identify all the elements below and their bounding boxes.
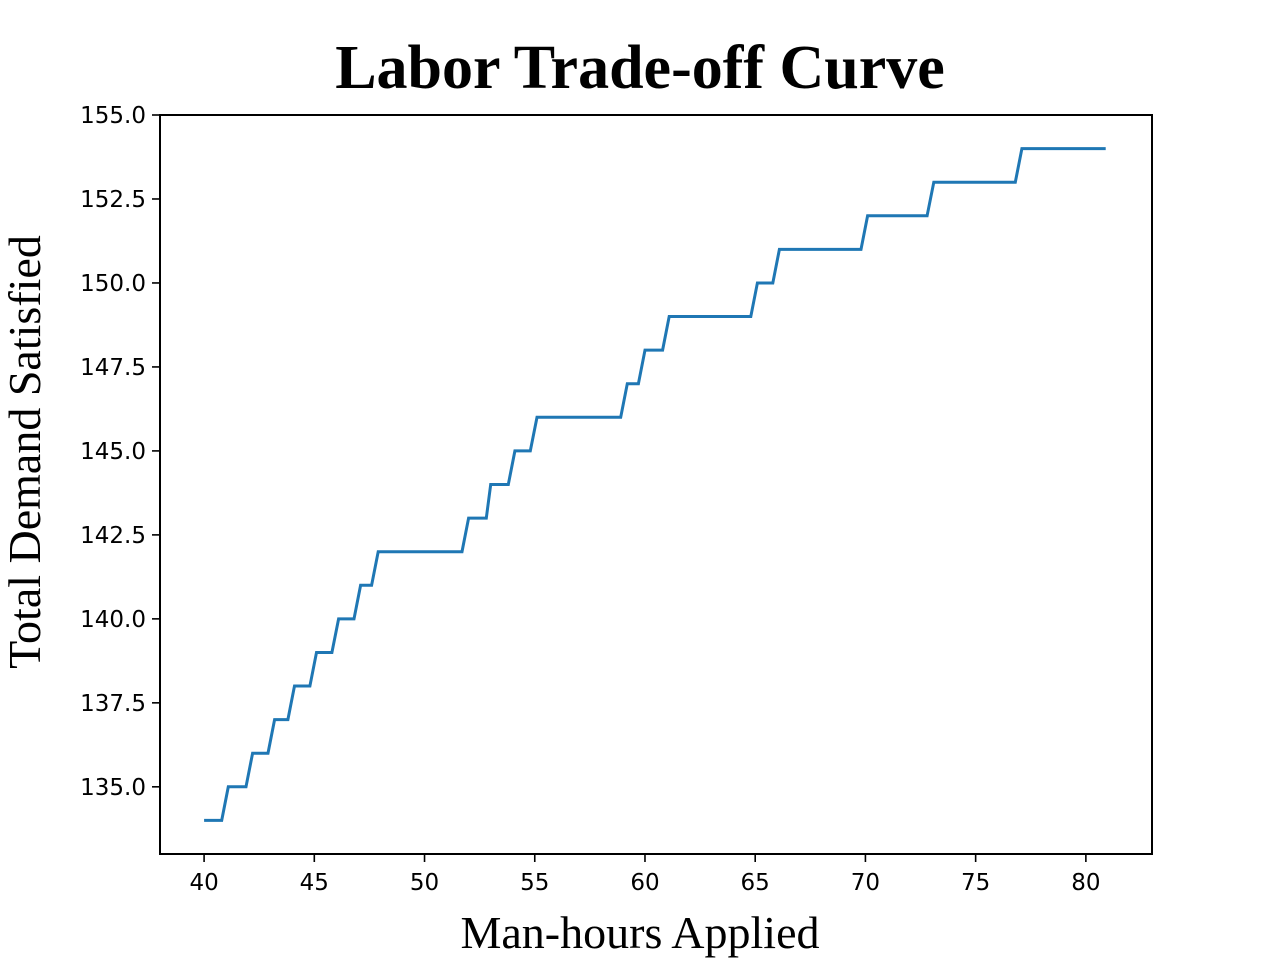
x-tick-label: 45 [300,870,329,896]
x-tick-label: 70 [851,870,880,896]
x-tick-label: 50 [410,870,439,896]
y-tick-label: 147.5 [80,355,146,381]
x-tick-label: 65 [741,870,770,896]
y-tick-label: 137.5 [80,691,146,717]
y-tick-label: 145.0 [80,439,146,465]
x-axis-label: Man-hours Applied [460,907,819,958]
y-tick-label: 142.5 [80,523,146,549]
x-tick-label: 40 [189,870,218,896]
x-tick-label: 60 [630,870,659,896]
y-axis: 135.0 137.5 140.0 142.5 145.0 147.5 150.0 152.5… [80,103,160,801]
x-tick-label: 55 [520,870,549,896]
x-axis: 40 45 50 55 60 65 70 75 80 [189,854,1101,896]
x-tick-label: 75 [961,870,990,896]
y-tick-label: 135.0 [80,775,146,801]
y-tick-label: 150.0 [80,271,146,297]
plot-frame [159,114,1153,855]
y-tick-label: 140.0 [80,607,146,633]
chart-title: Labor Trade-off Curve [335,34,945,102]
y-tick-label: 152.5 [80,187,146,213]
plot-area [204,147,1106,822]
y-tick-label: 155.0 [80,103,146,129]
y-axis-label: Total Demand Satisfied [0,235,50,669]
x-tick-label: 80 [1071,870,1100,896]
series-line-0 [204,147,1106,822]
